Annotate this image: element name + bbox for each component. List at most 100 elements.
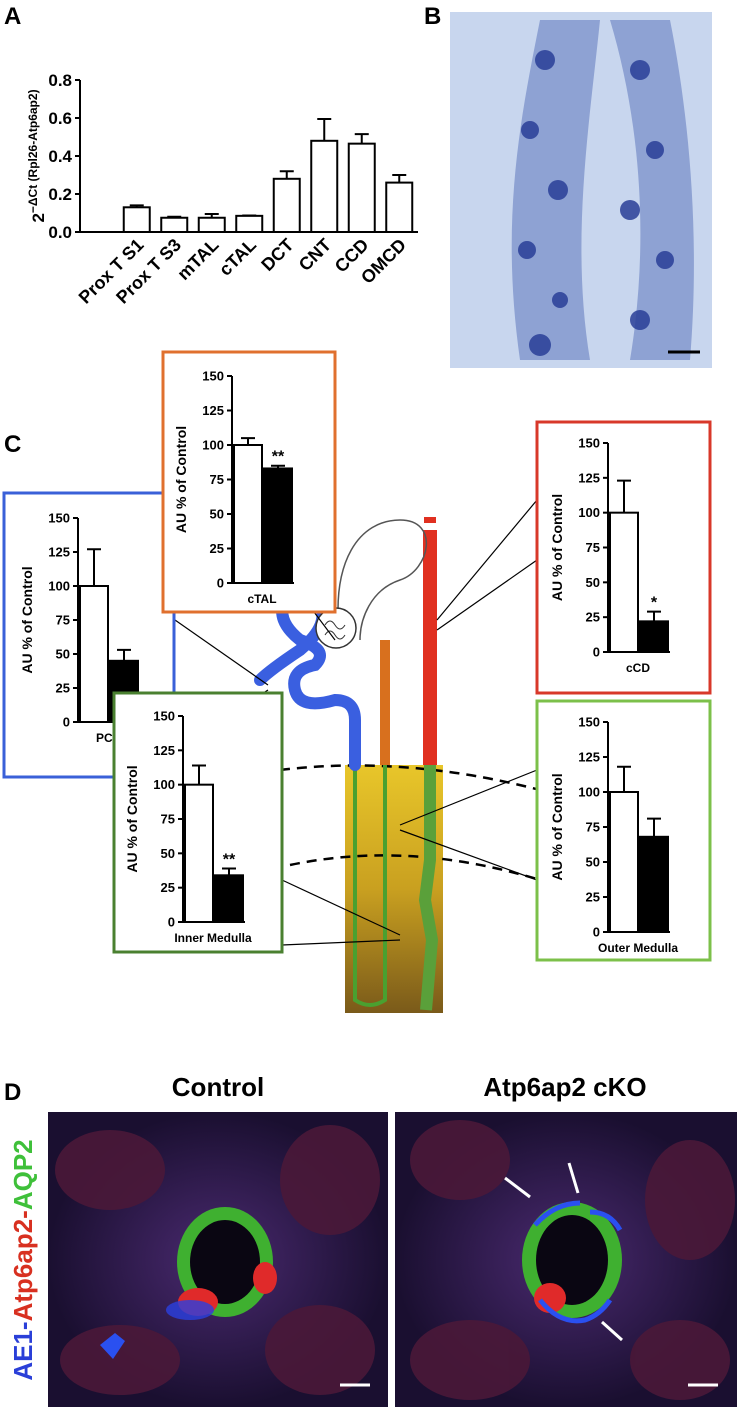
bar xyxy=(385,181,414,234)
panel-label: A xyxy=(4,3,21,30)
bar xyxy=(609,511,639,654)
error-bar xyxy=(617,765,631,792)
error-bar xyxy=(167,215,182,218)
x-axis-label: Inner Medulla xyxy=(174,931,252,945)
bar xyxy=(160,216,189,233)
error-bar xyxy=(647,610,661,622)
panel-label: C xyxy=(4,431,21,458)
x-tick-label: DCT xyxy=(257,235,297,275)
y-tick-label: 100 xyxy=(153,777,175,792)
y-tick-label: 50 xyxy=(586,575,600,590)
error-bar xyxy=(271,464,285,469)
y-tick-label: 75 xyxy=(586,820,600,835)
y-tick-label: 150 xyxy=(202,369,224,384)
y-tick-label: 100 xyxy=(578,785,600,800)
nephron-diagram xyxy=(174,499,541,1013)
image-title: Control xyxy=(172,1072,264,1102)
y-tick-label: 50 xyxy=(56,647,70,662)
error-bar xyxy=(354,133,369,144)
image-title: Atp6ap2 cKO xyxy=(483,1072,646,1102)
y-tick-label: 0.0 xyxy=(48,223,72,242)
bar xyxy=(347,142,376,233)
stain-part: AQP2 xyxy=(8,1139,38,1210)
error-bar xyxy=(392,174,407,183)
y-tick-label: 50 xyxy=(210,507,224,522)
y-tick-label: 75 xyxy=(161,812,175,827)
bar xyxy=(639,835,669,933)
y-tick-label: 125 xyxy=(202,403,224,418)
error-bar xyxy=(617,479,631,513)
bar xyxy=(310,139,339,233)
error-bar xyxy=(222,867,236,876)
y-tick-label: 25 xyxy=(586,610,600,625)
y-tick-label: 0.2 xyxy=(48,185,72,204)
significance: * xyxy=(651,595,658,612)
y-tick-label: 25 xyxy=(161,880,175,895)
x-tick-label: CNT xyxy=(295,235,335,275)
bar xyxy=(79,585,109,723)
y-tick-label: 25 xyxy=(210,541,224,556)
y-tick-label: 125 xyxy=(578,750,600,765)
error-bar xyxy=(317,117,332,141)
y-tick-label: 50 xyxy=(586,855,600,870)
y-axis-label: AU % of Control xyxy=(173,426,189,533)
bar xyxy=(263,467,293,584)
y-tick-label: 150 xyxy=(153,709,175,724)
y-tick-label: 0 xyxy=(593,925,600,940)
bar xyxy=(214,874,244,923)
x-tick-label: cTAL xyxy=(215,235,260,280)
x-axis-label: Outer Medulla xyxy=(598,941,678,955)
y-tick-label: 125 xyxy=(48,545,70,560)
y-tick-label: 25 xyxy=(56,681,70,696)
x-axis-label: cCD xyxy=(626,661,650,675)
stain-label: AE1-Atp6ap2-AQP2 xyxy=(8,1139,38,1380)
y-tick-label: 25 xyxy=(586,890,600,905)
y-axis-label: AU % of Control xyxy=(549,494,565,601)
x-axis-label: cTAL xyxy=(247,592,276,606)
significance: ** xyxy=(223,851,236,868)
y-tick-label: 150 xyxy=(578,715,600,730)
y-tick-label: 150 xyxy=(48,511,70,526)
y-label-exp: −ΔCt (Rpl26-Atp6ap2) xyxy=(26,89,40,213)
y-tick-label: 125 xyxy=(578,470,600,485)
bar xyxy=(609,791,639,933)
y-tick-label: 100 xyxy=(48,579,70,594)
y-tick-label: 0.6 xyxy=(48,109,72,128)
y-tick-label: 75 xyxy=(586,540,600,555)
y-tick-label: 150 xyxy=(578,436,600,451)
error-bar xyxy=(204,212,219,218)
bar xyxy=(639,620,669,654)
y-axis-label: 2−ΔCt (Rpl26-Atp6ap2) xyxy=(26,89,48,222)
stain-part: AE1- xyxy=(8,1321,38,1380)
panel-label: B xyxy=(424,3,441,30)
panel-label: D xyxy=(4,1079,21,1106)
error-bar xyxy=(279,170,294,179)
bar xyxy=(233,444,263,584)
y-tick-label: 75 xyxy=(210,472,224,487)
error-bar xyxy=(192,764,206,785)
y-tick-label: 0 xyxy=(168,915,175,930)
x-tick-label: mTAL xyxy=(173,235,222,284)
y-tick-label: 0.8 xyxy=(48,71,72,90)
y-axis-label: AU % of Control xyxy=(549,773,565,880)
y-axis-label: AU % of Control xyxy=(124,765,140,872)
error-bar xyxy=(241,437,255,445)
significance: ** xyxy=(272,449,285,466)
y-tick-label: 0 xyxy=(217,576,224,591)
bar xyxy=(122,206,151,234)
y-axis-label: AU % of Control xyxy=(19,566,35,673)
bar xyxy=(272,177,301,234)
error-bar xyxy=(117,648,131,661)
error-bar xyxy=(647,817,661,837)
bar xyxy=(197,216,226,233)
error-bar xyxy=(129,204,144,208)
bar xyxy=(184,783,214,924)
micrograph-b xyxy=(450,12,712,368)
y-tick-label: 0.4 xyxy=(48,147,72,166)
y-tick-label: 0 xyxy=(593,645,600,660)
stain-part: Atp6ap2- xyxy=(8,1210,38,1321)
micrograph-d xyxy=(48,1112,737,1407)
y-tick-label: 100 xyxy=(202,438,224,453)
y-label-base: 2 xyxy=(29,213,48,222)
